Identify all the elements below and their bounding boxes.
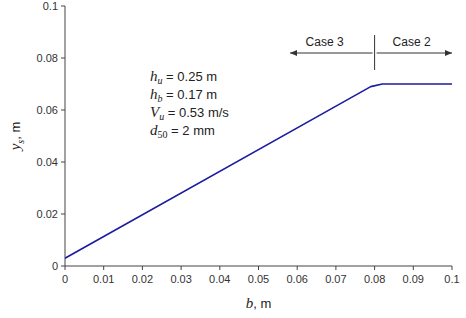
- x-tick-label: 0.08: [364, 273, 385, 285]
- rest: , m: [8, 122, 23, 140]
- rest: , m: [253, 296, 271, 311]
- x-tick-label: 0.09: [403, 273, 424, 285]
- annotation: d50 = 2 mm: [150, 122, 215, 140]
- x-tick: [335, 266, 336, 270]
- y-tick: [61, 58, 65, 59]
- chart-container: 0 0.01 0.02 0.03 0.04 0.05 0.06 0.07 0.08 0.09 0.1…: [0, 0, 466, 318]
- arrow-head-left: [290, 50, 297, 56]
- annotation: hu = 0.25 m: [150, 68, 217, 86]
- y-tick-label: 0.02: [37, 208, 58, 220]
- case-label: Case 2: [393, 35, 431, 49]
- case-boundary: [374, 35, 375, 70]
- chart-svg: 0 0.01 0.02 0.03 0.04 0.05 0.06 0.07 0.08 0.09 0.1…: [0, 0, 466, 318]
- x-tick: [103, 266, 104, 270]
- y-axis-label: ys, m: [7, 122, 26, 153]
- x-tick-label: 0: [62, 273, 68, 285]
- annotation: hb = 0.17 m: [150, 86, 217, 104]
- y-tick: [61, 162, 65, 163]
- x-tick: [65, 266, 66, 270]
- arrow-left: [290, 53, 373, 54]
- x-tick: [374, 266, 375, 270]
- rest: = 0.53 m/s: [164, 105, 229, 120]
- y-axis: [65, 6, 66, 266]
- x-tick: [142, 266, 143, 270]
- x-tick: [181, 266, 182, 270]
- plot-area: [65, 84, 452, 258]
- y-tick: [61, 6, 65, 7]
- y-tick: [61, 266, 65, 267]
- x-tick-label: 0.06: [286, 273, 307, 285]
- x-tick-label: 0.01: [93, 273, 114, 285]
- rest: = 0.25 m: [163, 69, 218, 84]
- x-tick: [297, 266, 298, 270]
- annotation: Vu = 0.53 m/s: [150, 104, 229, 122]
- y-tick-label: 0: [52, 260, 58, 272]
- x-tick-label: 0.02: [132, 273, 153, 285]
- case-label: Case 3: [306, 35, 344, 49]
- rest: = 2 mm: [168, 123, 215, 138]
- symbol: h: [150, 86, 158, 102]
- y-tick-label: 0.08: [37, 52, 58, 64]
- subscript: 50: [158, 129, 168, 140]
- y-tick: [61, 110, 65, 111]
- symbol: y: [7, 143, 23, 152]
- x-tick-label: 0.1: [444, 273, 459, 285]
- rest: = 0.17 m: [163, 87, 218, 102]
- x-axis-label: b, m: [246, 295, 272, 311]
- y-tick: [61, 214, 65, 215]
- y-tick-label: 0.04: [37, 156, 58, 168]
- symbol: h: [150, 68, 158, 84]
- x-tick: [258, 266, 259, 270]
- x-tick-label: 0.07: [325, 273, 346, 285]
- y-tick-label: 0.1: [43, 0, 58, 12]
- data-line: [65, 84, 452, 258]
- x-tick-label: 0.04: [209, 273, 230, 285]
- arrow-head-right: [445, 50, 452, 56]
- y-tick-label: 0.06: [37, 104, 58, 116]
- x-tick: [413, 266, 414, 270]
- arrow-right: [377, 53, 452, 54]
- x-tick: [219, 266, 220, 270]
- x-tick-label: 0.03: [170, 273, 191, 285]
- x-tick-label: 0.05: [248, 273, 269, 285]
- background: [0, 0, 466, 318]
- x-tick: [452, 266, 453, 270]
